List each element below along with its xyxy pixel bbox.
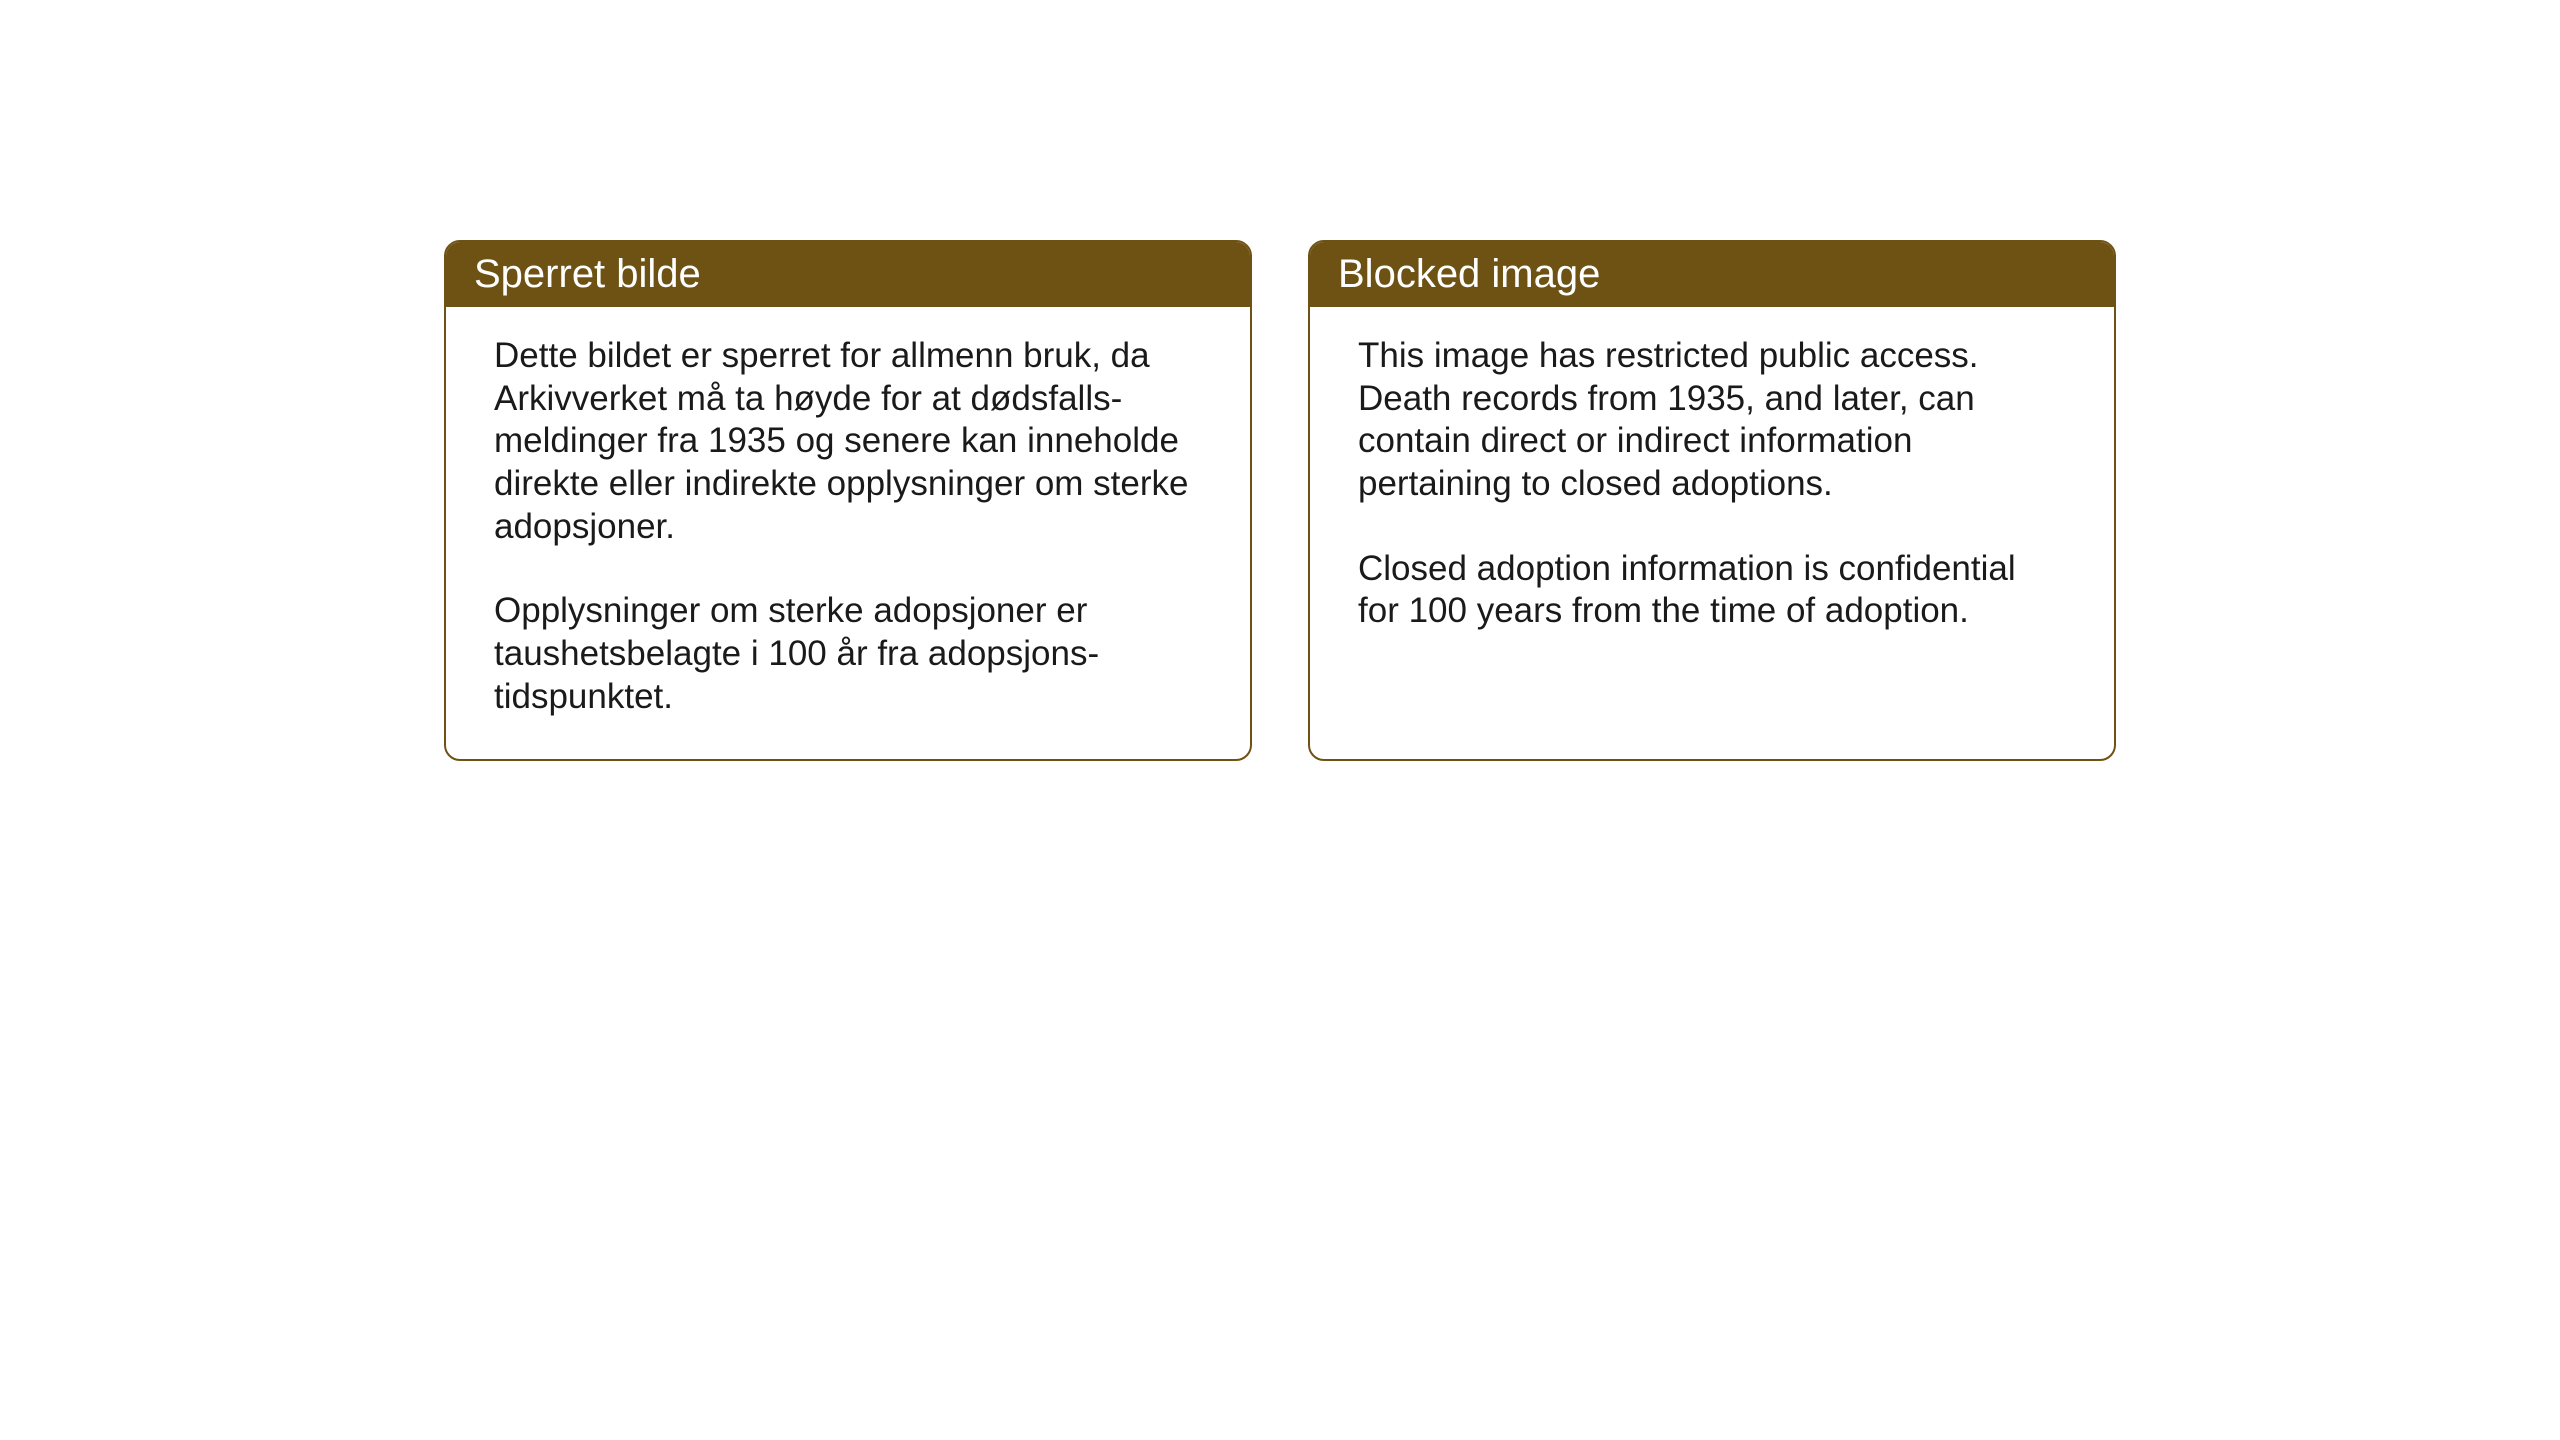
notice-body-english: This image has restricted public access.…: [1310, 307, 2114, 673]
notice-paragraph-1-english: This image has restricted public access.…: [1358, 335, 2066, 506]
notice-box-norwegian: Sperret bilde Dette bildet er sperret fo…: [444, 240, 1252, 761]
notice-body-norwegian: Dette bildet er sperret for allmenn bruk…: [446, 307, 1250, 759]
notice-paragraph-1-norwegian: Dette bildet er sperret for allmenn bruk…: [494, 335, 1202, 548]
notice-header-norwegian: Sperret bilde: [446, 242, 1250, 307]
notice-paragraph-2-english: Closed adoption information is confident…: [1358, 548, 2066, 633]
notice-box-english: Blocked image This image has restricted …: [1308, 240, 2116, 761]
notice-header-english: Blocked image: [1310, 242, 2114, 307]
notice-container: Sperret bilde Dette bildet er sperret fo…: [444, 240, 2116, 761]
notice-paragraph-2-norwegian: Opplysninger om sterke adopsjoner er tau…: [494, 590, 1202, 718]
